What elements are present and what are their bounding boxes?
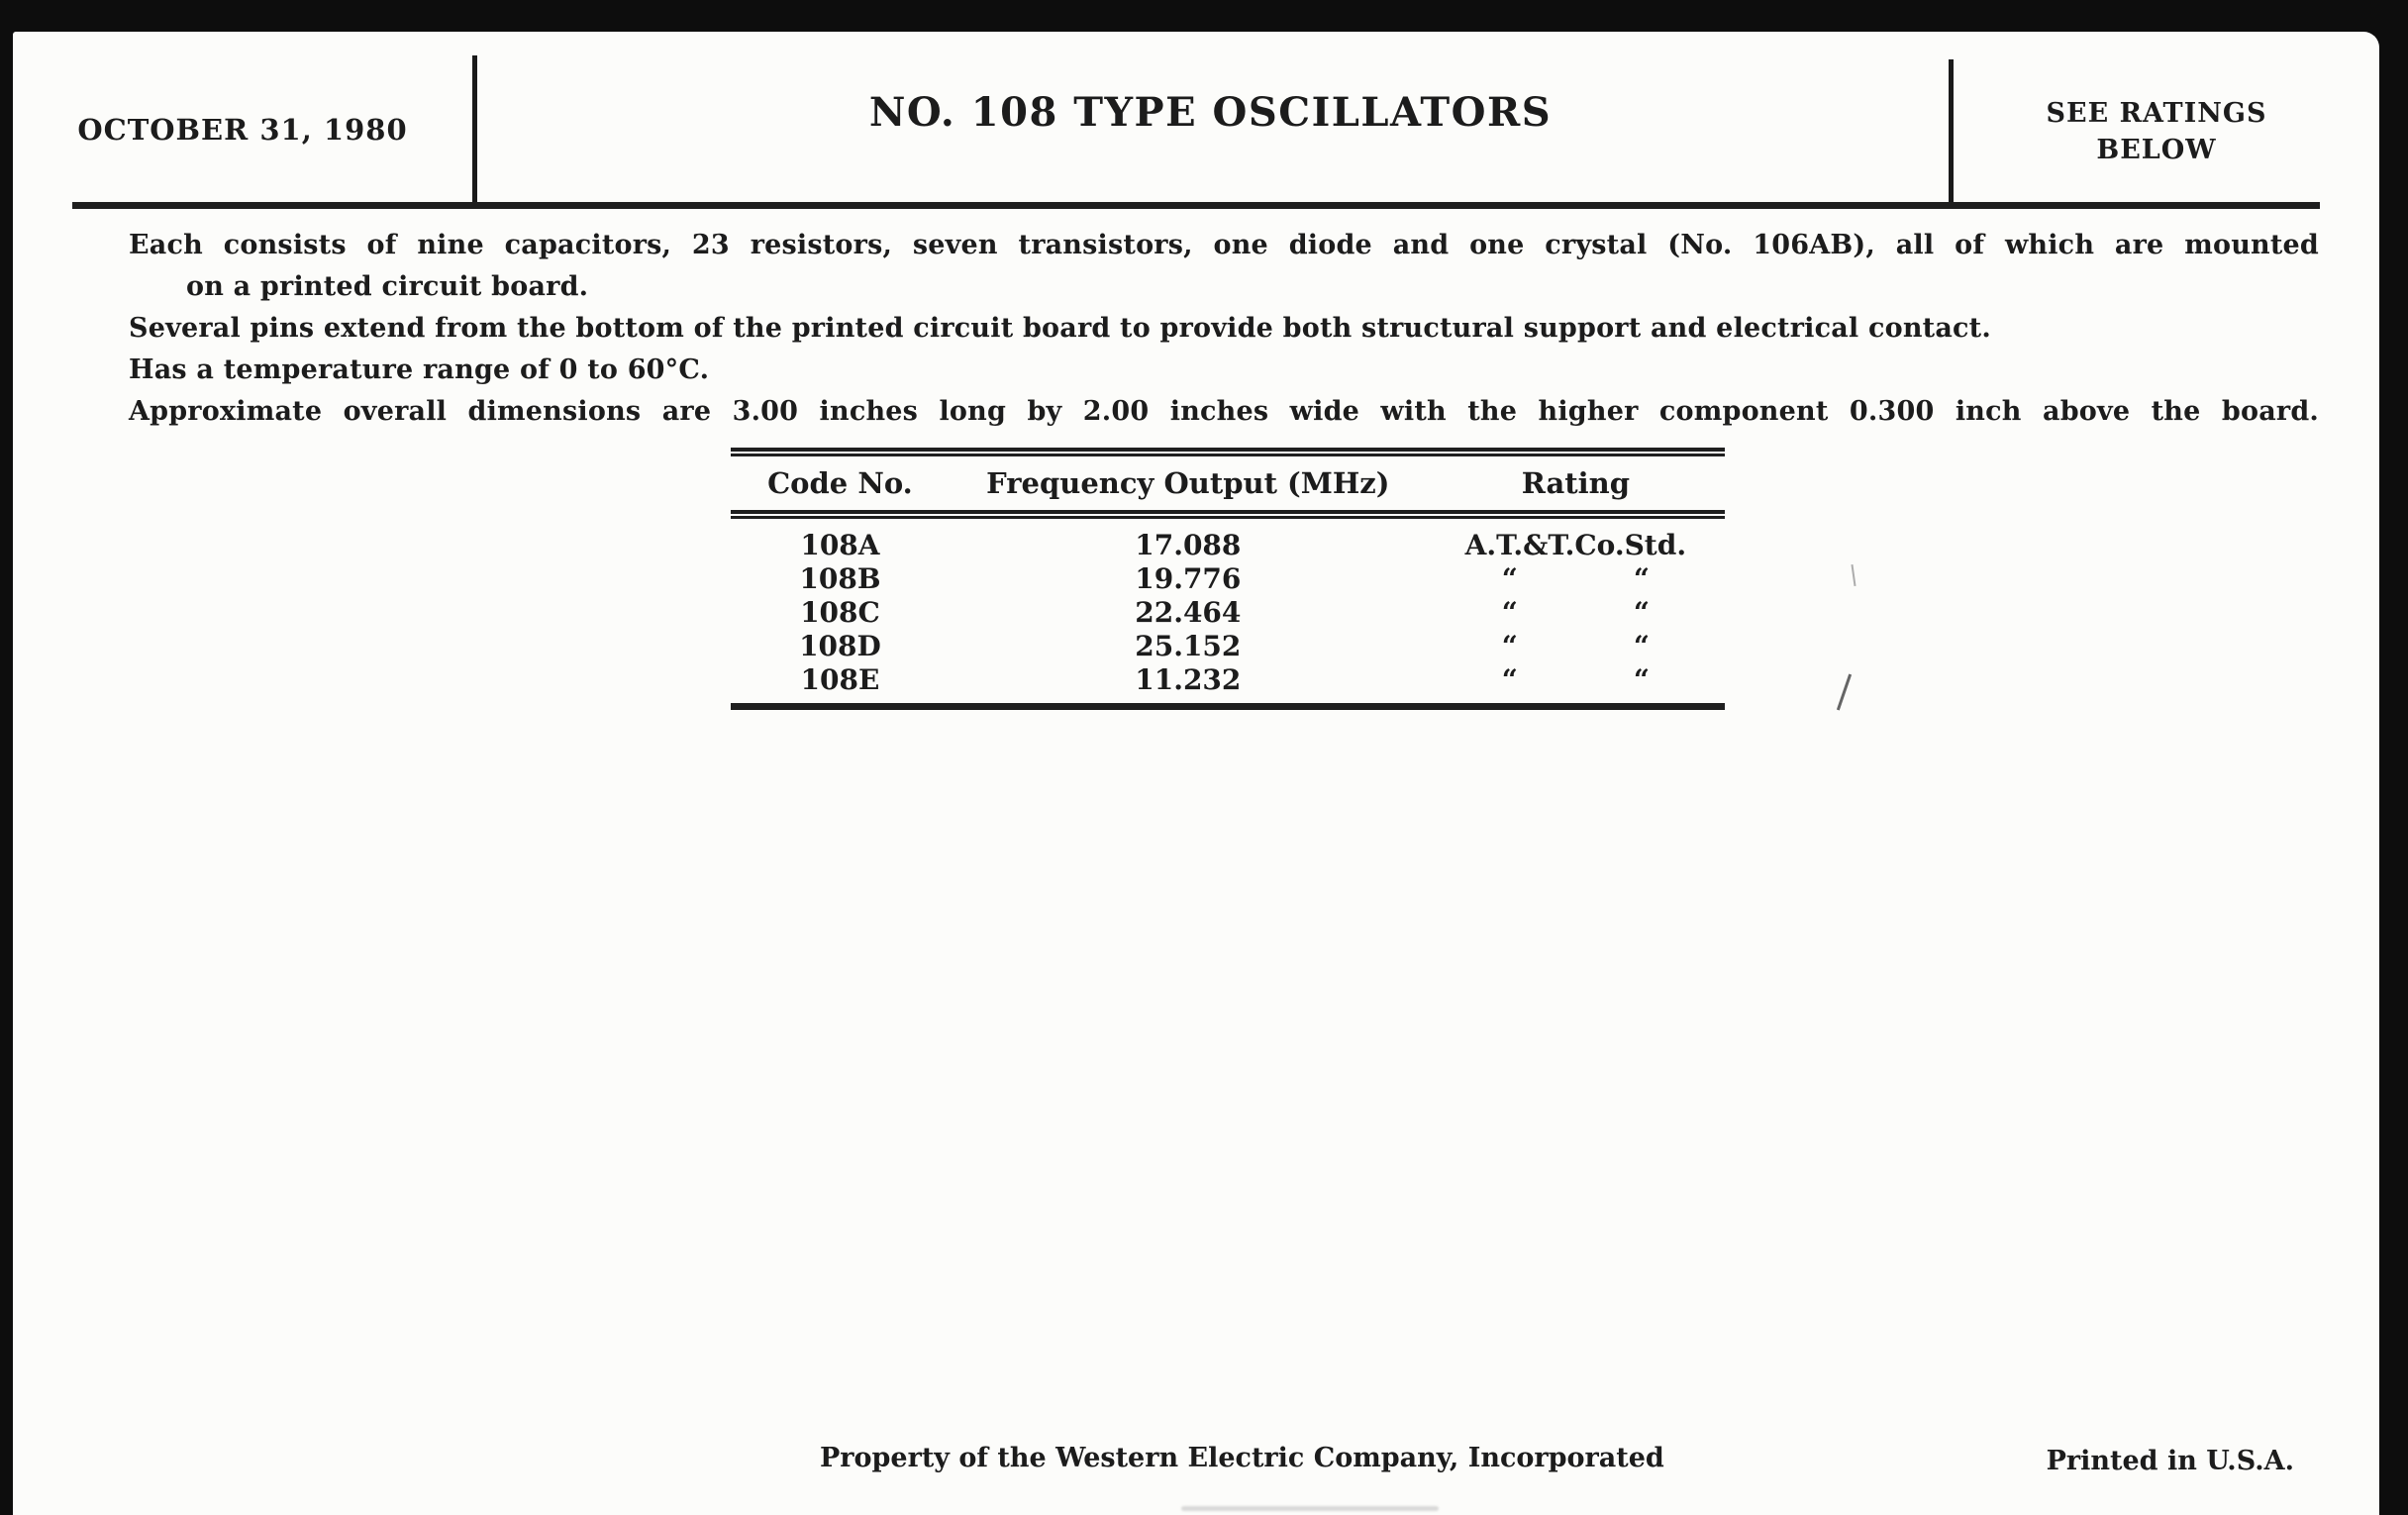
cell-code: 108E [800, 663, 880, 696]
table-row: 108E 11.232 “ “ [731, 663, 1725, 697]
table-header-row: Code No. Frequency Output (MHz) Rating [731, 456, 1725, 510]
description-line: Several pins extend from the bottom of t… [129, 313, 1991, 344]
cell-code: 108A [800, 529, 880, 561]
description-line: Has a temperature range of 0 to 60°C. [129, 354, 710, 385]
cell-code: 108C [800, 596, 880, 629]
header-title-cell: NO. 108 TYPE OSCILLATORS [472, 32, 1949, 202]
table-row: 108C 22.464 “ “ [731, 596, 1725, 630]
header-ratings-cell: SEE RATINGS BELOW [1949, 32, 2364, 202]
col-header-rating: Rating [1521, 466, 1631, 500]
header-date-cell: OCTOBER 31, 1980 [13, 32, 472, 202]
cell-code: 108D [799, 630, 881, 662]
scan-tick-mark [1851, 563, 1856, 587]
page-title: NO. 108 TYPE OSCILLATORS [868, 88, 1553, 136]
col-header-freq: Frequency Output (MHz) [986, 466, 1390, 500]
cell-freq: 11.232 [1135, 663, 1242, 696]
cell-rating: “ “ [1501, 663, 1650, 696]
header-divider-left [472, 55, 477, 202]
oscillator-ratings-table: Code No. Frequency Output (MHz) Rating 1… [731, 448, 1725, 710]
table-row: 108A 17.088 A.T.&T.Co.Std. [731, 529, 1725, 562]
footer-printed-in: Printed in U.S.A. [2046, 1446, 2294, 1476]
ratings-note: SEE RATINGS BELOW [2047, 95, 2267, 168]
document-page: OCTOBER 31, 1980 NO. 108 TYPE OSCILLATOR… [13, 32, 2379, 1515]
table-body: 108A 17.088 A.T.&T.Co.Std. 108B 19.776 “… [731, 519, 1725, 697]
description-block: Each consists of nine capacitors, 23 res… [129, 225, 2319, 433]
scan-slash-mark [1836, 673, 1853, 711]
description-line: Each consists of nine capacitors, 23 res… [129, 230, 2319, 260]
cell-freq: 19.776 [1135, 562, 1242, 595]
table-row: 108D 25.152 “ “ [731, 630, 1725, 663]
table-row: 108B 19.776 “ “ [731, 562, 1725, 596]
cell-code: 108B [799, 562, 881, 595]
issue-date: OCTOBER 31, 1980 [77, 113, 408, 147]
header-rule [72, 202, 2320, 209]
scan-smudge [1181, 1506, 1439, 1511]
ratings-note-line1: SEE RATINGS [2046, 98, 2267, 129]
footer-property-notice: Property of the Western Electric Company… [820, 1443, 1664, 1473]
ratings-note-line2: BELOW [2096, 135, 2217, 165]
cell-freq: 22.464 [1135, 596, 1242, 629]
description-line: on a printed circuit board. [186, 271, 589, 302]
header-divider-right [1949, 59, 1954, 202]
cell-freq: 25.152 [1135, 630, 1242, 662]
description-line: Approximate overall dimensions are 3.00 … [129, 396, 2319, 427]
cell-rating: “ “ [1501, 562, 1650, 595]
cell-rating: “ “ [1501, 596, 1650, 629]
col-header-code: Code No. [767, 466, 913, 500]
table-bottom-rule [731, 703, 1725, 710]
table-top-rule [731, 448, 1725, 456]
table-header-rule [731, 510, 1725, 519]
cell-rating: A.T.&T.Co.Std. [1464, 529, 1687, 561]
cell-freq: 17.088 [1135, 529, 1242, 561]
cell-rating: “ “ [1501, 630, 1650, 662]
